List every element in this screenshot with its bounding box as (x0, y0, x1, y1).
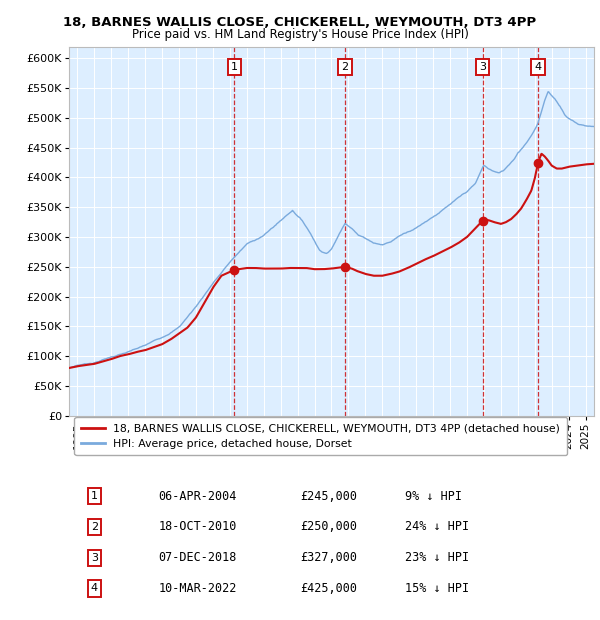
Text: £250,000: £250,000 (300, 520, 357, 533)
Text: 15% ↓ HPI: 15% ↓ HPI (405, 582, 469, 595)
Text: £425,000: £425,000 (300, 582, 357, 595)
Text: 9% ↓ HPI: 9% ↓ HPI (405, 490, 462, 503)
Text: 06-APR-2004: 06-APR-2004 (158, 490, 236, 503)
Legend: 18, BARNES WALLIS CLOSE, CHICKERELL, WEYMOUTH, DT3 4PP (detached house), HPI: Av: 18, BARNES WALLIS CLOSE, CHICKERELL, WEY… (74, 417, 567, 455)
Text: 2: 2 (91, 522, 98, 532)
Text: 24% ↓ HPI: 24% ↓ HPI (405, 520, 469, 533)
Text: 3: 3 (479, 63, 486, 73)
Text: 4: 4 (91, 583, 98, 593)
Text: 1: 1 (91, 491, 98, 501)
Text: 23% ↓ HPI: 23% ↓ HPI (405, 551, 469, 564)
Text: 10-MAR-2022: 10-MAR-2022 (158, 582, 236, 595)
Text: 07-DEC-2018: 07-DEC-2018 (158, 551, 236, 564)
Text: £327,000: £327,000 (300, 551, 357, 564)
Text: 1: 1 (231, 63, 238, 73)
Text: 2: 2 (341, 63, 349, 73)
Text: £245,000: £245,000 (300, 490, 357, 503)
Text: 3: 3 (91, 552, 98, 563)
Text: 18, BARNES WALLIS CLOSE, CHICKERELL, WEYMOUTH, DT3 4PP: 18, BARNES WALLIS CLOSE, CHICKERELL, WEY… (64, 16, 536, 29)
Text: Price paid vs. HM Land Registry's House Price Index (HPI): Price paid vs. HM Land Registry's House … (131, 28, 469, 41)
Text: 18-OCT-2010: 18-OCT-2010 (158, 520, 236, 533)
Text: 4: 4 (535, 63, 542, 73)
